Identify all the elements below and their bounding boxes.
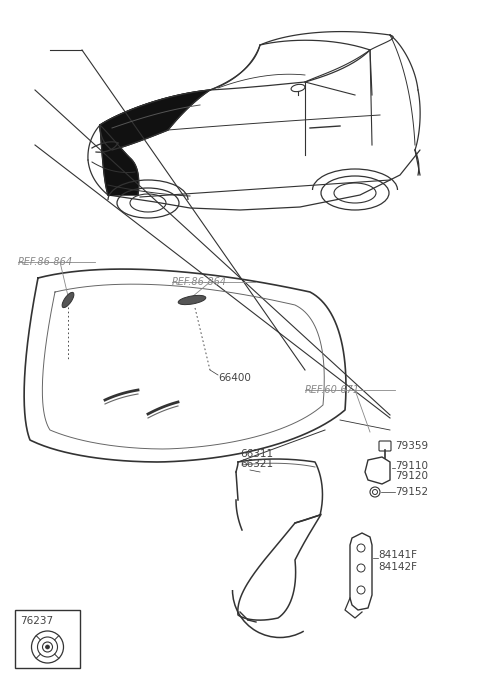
Text: 79120: 79120 xyxy=(395,471,428,481)
Circle shape xyxy=(46,645,49,649)
Text: REF.86-864: REF.86-864 xyxy=(172,277,227,287)
Text: 84142F: 84142F xyxy=(378,562,417,572)
Text: 66311: 66311 xyxy=(240,449,273,459)
Polygon shape xyxy=(100,90,210,150)
Text: 79152: 79152 xyxy=(395,487,428,497)
Text: 84141F: 84141F xyxy=(378,550,417,560)
Polygon shape xyxy=(100,125,139,195)
Text: 76237: 76237 xyxy=(20,616,53,626)
Ellipse shape xyxy=(178,296,206,305)
Ellipse shape xyxy=(62,292,74,307)
Text: 66400: 66400 xyxy=(218,373,251,383)
Text: REF.86-864: REF.86-864 xyxy=(18,257,73,267)
Text: 66321: 66321 xyxy=(240,459,273,469)
Text: 79359: 79359 xyxy=(395,441,428,451)
Text: 79110: 79110 xyxy=(395,461,428,471)
Text: REF.60-671: REF.60-671 xyxy=(305,385,360,395)
